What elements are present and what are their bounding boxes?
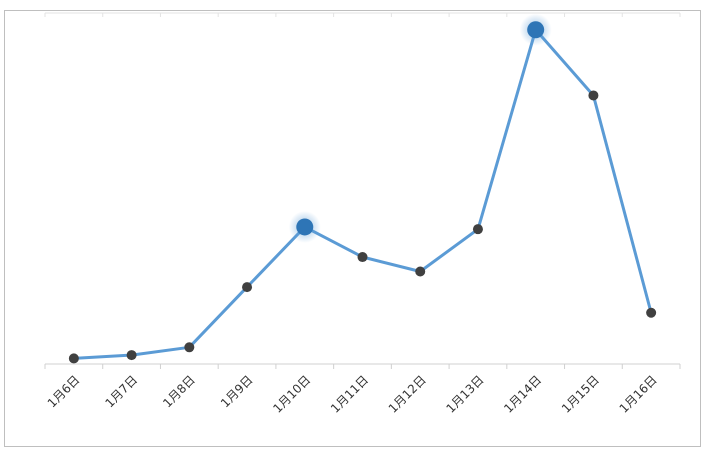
data-markers [68,21,657,364]
data-point [472,224,483,235]
highlight-marker [296,218,314,236]
x-tick-label: 1月7日 [103,373,141,411]
data-point [415,266,426,277]
data-point [357,252,368,263]
x-tick-label: 1月13日 [443,373,486,416]
x-axis-labels: 1月6日 1月7日 1月8日 1月9日 1月10日 1月11日 1月12日 1月13日 1月14… [45,373,660,416]
x-tick-label: 1月15日 [559,373,602,416]
x-tick-label: 1月11日 [328,373,371,416]
x-axis-ticks [44,364,681,369]
x-tick-label: 1月9日 [218,373,256,411]
x-tick-label: 1月14日 [501,373,544,416]
top-ticks [44,13,681,17]
data-point [68,353,79,364]
data-point [126,350,137,361]
x-tick-label: 1月10日 [270,373,313,416]
data-point [184,342,195,353]
chart-frame [4,10,701,447]
data-point [242,282,253,293]
highlight-marker [527,21,545,39]
highlight-glows [288,13,552,243]
x-tick-label: 1月8日 [160,373,198,411]
x-tick-label: 1月12日 [386,373,429,416]
series-line [72,28,653,360]
x-tick-label: 1月16日 [617,373,660,416]
data-point [646,307,657,318]
data-point [588,90,599,101]
x-tick-label: 1月6日 [45,373,83,411]
